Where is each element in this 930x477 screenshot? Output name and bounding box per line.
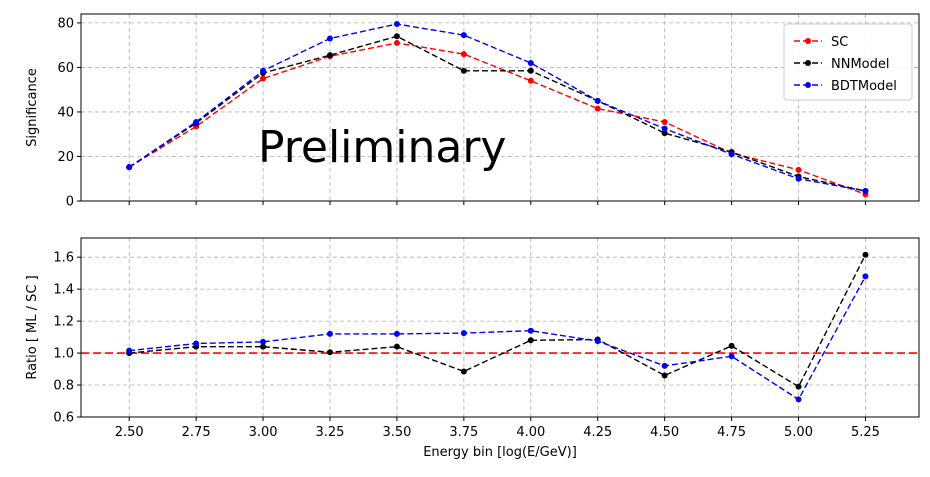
significance-nnmodel-point	[326, 52, 333, 59]
ratio-series	[126, 251, 869, 403]
significance-bdtmodel-point	[862, 187, 869, 194]
significance-sc-point	[661, 118, 668, 125]
ratio-series-0-point	[393, 343, 400, 350]
ratio-series-0-point	[661, 372, 668, 379]
ratio-x-ticks: 2.50 2.75 3.00 3.25 3.50 3.75 4.00 4.25 4.50 4.75…	[115, 417, 880, 440]
significance-bdtmodel-point	[126, 164, 133, 171]
significance-bdtmodel-point	[326, 35, 333, 42]
ratio-series-0-point	[527, 337, 534, 344]
ratio-series-1-point	[728, 353, 735, 360]
significance-nnmodel-point	[460, 67, 467, 74]
ratio-y-tick-label: 1.2	[53, 315, 74, 330]
legend-box	[783, 23, 913, 101]
energy-x-axis-label: Energy bin [log(E/GeV)]	[423, 445, 577, 460]
ratio-series-1-point	[594, 338, 601, 345]
ratio-series-1-point	[795, 396, 802, 403]
significance-sc-point	[527, 77, 534, 84]
ratio-series-1-line	[129, 276, 867, 401]
legend-nnmodel-marker	[805, 60, 811, 66]
legend: SC NNModel BDTModel	[783, 23, 913, 101]
significance-bdtmodel-point	[661, 125, 668, 132]
ratio-y-tick-label: 1.6	[53, 251, 74, 266]
significance-bdtmodel-point	[193, 118, 200, 125]
significance-panel: 0 20 40 60 80 Significance Preliminary SC NNM…	[25, 13, 920, 210]
significance-nnmodel-line	[128, 35, 866, 192]
x-tick-label: 3.00	[249, 425, 278, 440]
ratio-series-0-point	[862, 251, 869, 258]
significance-x-ticks	[128, 201, 866, 205]
significance-bdtmodel-point	[527, 59, 534, 66]
legend-sc-label: SC	[831, 35, 848, 50]
ratio-series-1-point	[326, 330, 333, 337]
ratio-y-tick-label: 0.8	[53, 379, 74, 394]
x-tick-label: 4.75	[717, 425, 746, 440]
ratio-y-tick-label: 0.6	[53, 411, 74, 426]
legend-nnmodel-label: NNModel	[831, 57, 889, 72]
ratio-series-0-line	[129, 254, 867, 388]
x-tick-label: 4.00	[516, 425, 545, 440]
legend-sc-marker	[805, 38, 811, 44]
significance-y-tick-label: 20	[57, 150, 74, 165]
significance-bdtmodel-point	[594, 97, 601, 104]
x-tick-label: 3.25	[316, 425, 345, 440]
ratio-series-0-point	[795, 383, 802, 390]
ratio-axes-frame	[80, 237, 920, 418]
ratio-y-axis-label: Ratio [ ML / SC ]	[25, 275, 40, 379]
significance-sc-line	[128, 42, 866, 195]
significance-y-tick-label: 60	[57, 61, 74, 76]
significance-series	[126, 21, 869, 198]
ratio-series-1-point	[862, 273, 869, 280]
significance-bdtmodel-point	[795, 175, 802, 182]
significance-bdtmodel-point	[460, 32, 467, 39]
ratio-series-1-point	[393, 330, 400, 337]
significance-sc-point	[594, 105, 601, 112]
legend-bdtmodel-marker	[805, 82, 811, 88]
significance-bdtmodel-point	[393, 21, 400, 28]
x-tick-label: 5.25	[851, 425, 880, 440]
significance-y-tick-label: 40	[57, 105, 74, 120]
ratio-series-1-point	[460, 330, 467, 337]
ratio-series-0-point	[460, 368, 467, 375]
ratio-series-1-point	[126, 347, 133, 354]
significance-axes-frame	[80, 13, 920, 202]
significance-y-tick-label: 80	[57, 16, 74, 31]
x-tick-label: 4.50	[650, 425, 679, 440]
legend-bdtmodel-label: BDTModel	[831, 79, 897, 94]
significance-nnmodel-point	[393, 33, 400, 40]
ratio-panel: 2.50 2.75 3.00 3.25 3.50 3.75 4.00 4.25 4.50 4.75…	[25, 237, 920, 460]
significance-sc-point	[795, 166, 802, 173]
significance-y-ticks: 0 20 40 60 80	[57, 16, 81, 210]
significance-nnmodel-point	[661, 130, 668, 137]
x-tick-label: 3.50	[382, 425, 411, 440]
x-tick-label: 4.25	[583, 425, 612, 440]
significance-sc-point	[260, 75, 267, 82]
ratio-series-1-point	[661, 362, 668, 369]
x-tick-label: 2.50	[115, 425, 144, 440]
ratio-y-tick-label: 1.0	[53, 347, 74, 362]
significance-y-axis-label: Significance	[25, 68, 40, 147]
ratio-series-1-point	[527, 327, 534, 334]
significance-sc-point	[460, 51, 467, 58]
significance-bdtmodel-point	[728, 151, 735, 158]
significance-bdtmodel-point	[260, 67, 267, 74]
ratio-series-0-point	[728, 342, 735, 349]
x-tick-label: 2.75	[182, 425, 211, 440]
x-tick-label: 3.75	[449, 425, 478, 440]
x-tick-label: 5.00	[784, 425, 813, 440]
preliminary-annotation: Preliminary	[258, 122, 506, 173]
ratio-y-tick-label: 1.4	[53, 283, 74, 298]
significance-nnmodel-point	[527, 67, 534, 74]
ratio-y-ticks: 0.6 0.8 1.0 1.2 1.4 1.6	[53, 251, 81, 426]
ratio-series-1-point	[193, 340, 200, 347]
ratio-series-0-point	[260, 343, 267, 350]
ratio-grid	[81, 238, 919, 418]
significance-y-tick-label: 0	[66, 195, 74, 210]
significance-sc-point	[393, 39, 400, 46]
ratio-series-0-point	[326, 349, 333, 356]
ratio-series-1-point	[260, 338, 267, 345]
